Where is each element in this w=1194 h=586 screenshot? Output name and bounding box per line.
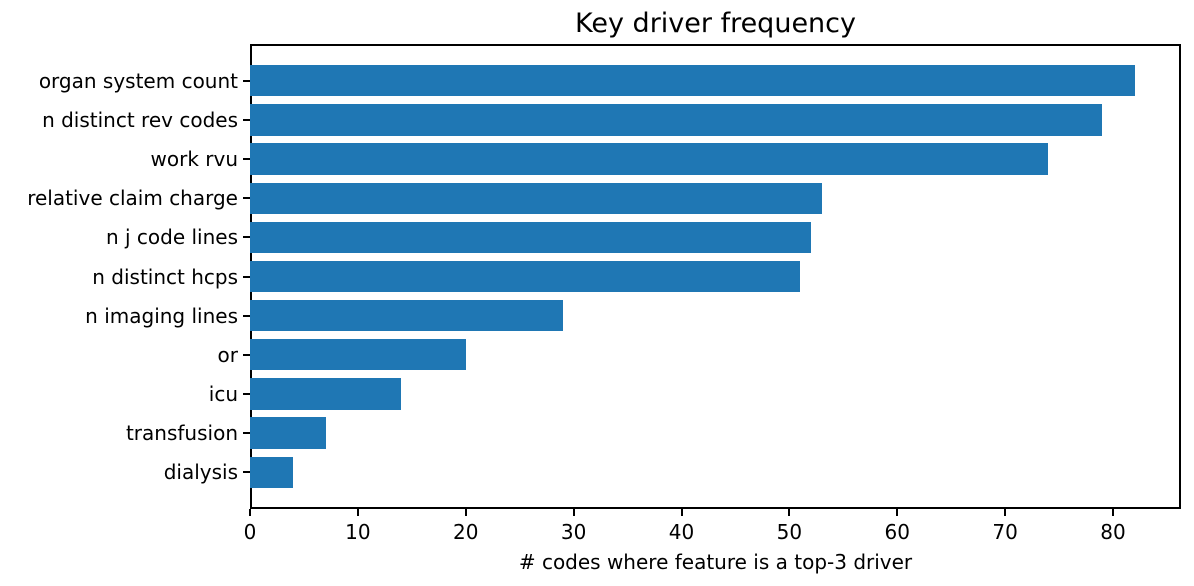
bar-n-distinct-rev-codes xyxy=(250,104,1103,136)
x-tick-label-50: 50 xyxy=(776,520,803,544)
y-tick-mark xyxy=(243,432,250,435)
y-tick-mark xyxy=(243,471,250,474)
x-tick-mark xyxy=(896,509,899,516)
y-tick-label-transfusion: transfusion xyxy=(125,421,238,446)
y-tick-label-n-j-code-lines: n j code lines xyxy=(105,225,238,250)
chart-title: Key driver frequency xyxy=(575,8,856,39)
x-tick-mark xyxy=(680,509,683,516)
y-tick-label-organ-system-count: organ system count xyxy=(38,68,238,93)
y-tick-mark xyxy=(243,392,250,395)
bar-dialysis xyxy=(250,456,294,488)
x-tick-label-10: 10 xyxy=(345,520,371,544)
x-tick-label-0: 0 xyxy=(243,520,257,544)
y-tick-mark xyxy=(243,79,250,82)
x-tick-mark xyxy=(356,509,359,516)
bar-relative-claim-charge xyxy=(250,182,822,214)
y-tick-label-n-distinct-rev-codes: n distinct rev codes xyxy=(42,107,238,132)
x-tick-mark xyxy=(249,509,251,516)
y-tick-label-relative-claim-charge: relative claim charge xyxy=(27,186,238,211)
y-tick-mark xyxy=(243,197,250,200)
x-tick-label-30: 30 xyxy=(560,520,587,544)
y-tick-mark xyxy=(243,275,250,278)
y-tick-label-n-imaging-lines: n imaging lines xyxy=(85,303,238,328)
y-tick-label-work-rvu: work rvu xyxy=(150,147,239,172)
y-tick-label-icu: icu xyxy=(208,381,238,406)
y-tick-label-or: or xyxy=(217,342,238,367)
bar-n-distinct-hcps xyxy=(250,260,801,293)
y-tick-mark xyxy=(243,118,250,121)
bar-transfusion xyxy=(250,417,326,449)
x-tick-mark xyxy=(788,509,791,516)
x-tick-mark xyxy=(572,509,575,516)
y-tick-mark xyxy=(243,236,250,239)
y-tick-label-dialysis: dialysis xyxy=(163,460,238,485)
x-tick-mark xyxy=(1112,509,1115,516)
bar-n-j-code-lines xyxy=(250,221,811,253)
x-tick-label-80: 80 xyxy=(1100,520,1126,544)
x-tick-mark xyxy=(1004,509,1007,516)
y-tick-mark xyxy=(243,353,250,356)
x-tick-label-60: 60 xyxy=(884,520,910,544)
bar-work-rvu xyxy=(250,143,1049,175)
bar-organ-system-count xyxy=(250,65,1135,97)
x-tick-label-20: 20 xyxy=(453,520,479,544)
x-tick-label-40: 40 xyxy=(668,520,695,544)
x-axis-label: # codes where feature is a top-3 driver xyxy=(518,550,913,574)
bar-or xyxy=(250,339,466,371)
bar-n-imaging-lines xyxy=(250,299,563,332)
y-tick-mark xyxy=(243,158,250,161)
x-tick-mark xyxy=(464,509,467,516)
y-tick-mark xyxy=(243,314,250,317)
y-tick-label-n-distinct-hcps: n distinct hcps xyxy=(92,264,238,289)
x-tick-label-70: 70 xyxy=(992,520,1018,544)
bar-icu xyxy=(250,378,402,410)
